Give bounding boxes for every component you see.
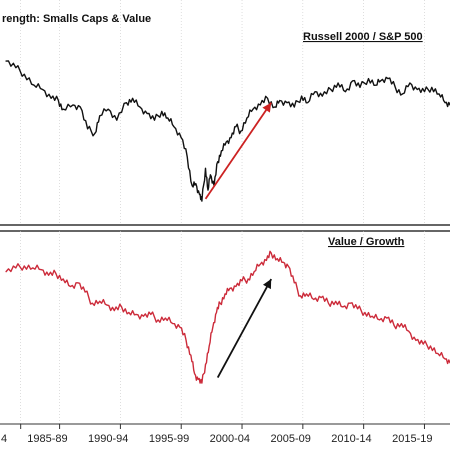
bottom-arrow-head (263, 279, 272, 290)
top-arrow-shaft (204, 102, 272, 200)
x-tick-label: 1985-89 (27, 433, 67, 445)
x-tick-label: 2000-04 (210, 433, 250, 445)
bottom-series-label: Value / Growth (328, 236, 405, 248)
bottom-arrow-shaft (216, 278, 273, 378)
x-tick-label: 2015-19 (392, 433, 432, 445)
top-series-label: Russell 2000 / S&P 500 (303, 31, 423, 43)
bottom-series-line (5, 250, 450, 384)
x-tick-label: 2005-09 (270, 433, 310, 445)
top-series-line (5, 60, 450, 202)
x-tick-label: 1990-94 (88, 433, 128, 445)
x-axis-ticks: 4 1985-89 1990-94 1995-99 2000-04 2005-09 2010… (1, 424, 432, 445)
x-tick-label: 4 (1, 433, 7, 445)
bottom-panel: Value / Growth (0, 230, 450, 424)
x-axis: 4 1985-89 1990-94 1995-99 2000-04 2005-09 2010… (0, 423, 450, 445)
chart-title: rength: Smalls Caps & Value (2, 13, 151, 25)
bottom-panel-trend-arrow (216, 278, 273, 378)
top-arrow-head (262, 102, 272, 113)
x-tick-label: 1995-99 (149, 433, 189, 445)
x-tick-label: 2010-14 (331, 433, 371, 445)
top-panel: rength: Smalls Caps & Value Russell 2000… (0, 0, 450, 226)
top-panel-trend-arrow (204, 102, 272, 200)
